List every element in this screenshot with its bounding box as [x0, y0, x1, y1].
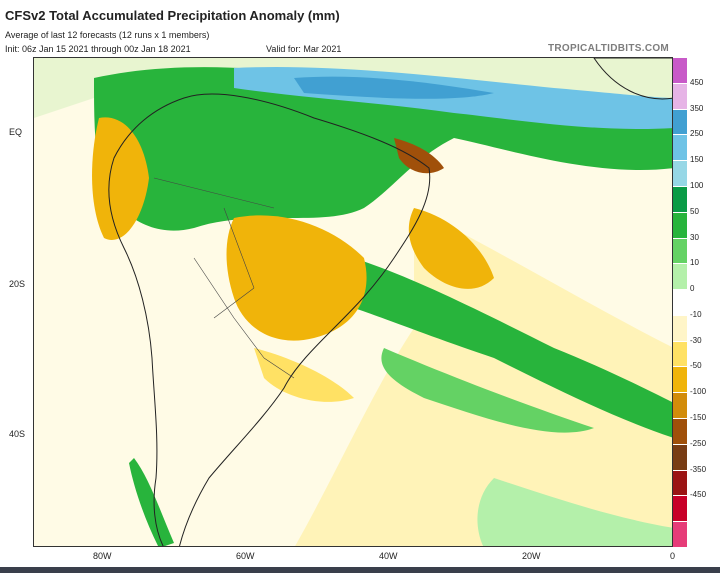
lat-label-eq: EQ	[9, 127, 23, 137]
lon-label-80w: 80W	[93, 551, 112, 561]
africa-outline	[593, 58, 672, 100]
init-time: Init: 06z Jan 15 2021 through 00z Jan 18…	[5, 44, 191, 54]
colorbar-label: -50	[690, 361, 702, 371]
south-atlantic-dry-field	[295, 208, 672, 546]
southeast-wet-patch	[477, 478, 672, 546]
colorbar-segment	[673, 237, 687, 264]
colorbar-segment	[673, 314, 687, 341]
colorbar-label: 350	[690, 103, 704, 113]
colorbar-label: -350	[690, 464, 707, 474]
colorbar-label: 50	[690, 206, 699, 216]
south-america-outline	[108, 93, 431, 546]
la-plata-dry-anomaly	[254, 348, 354, 402]
amazon-wet-anomaly	[94, 67, 672, 231]
colorbar-label: -100	[690, 387, 707, 397]
colorbar-segment	[673, 134, 687, 161]
colorbar-label: -150	[690, 413, 707, 423]
valid-time: Valid for: Mar 2021	[266, 44, 342, 54]
sacz-wet-band	[354, 258, 672, 438]
lat-label-20s: 20S	[9, 279, 26, 289]
colorbar-label: 10	[690, 258, 699, 268]
southern-chile-wet-strip	[129, 458, 174, 546]
colorbar-segment	[673, 57, 687, 83]
colorbar-label: 150	[690, 155, 704, 165]
colorbar-segment	[673, 443, 687, 470]
colorbar-label: 450	[690, 77, 704, 87]
brand-watermark: TROPICALTIDBITS.COM	[548, 43, 670, 54]
colorbar-segment	[673, 366, 687, 393]
lat-label-40s: 40S	[9, 429, 26, 439]
footer-bar	[0, 567, 720, 573]
colorbar-segment	[673, 340, 687, 367]
colorbar-segment	[673, 495, 687, 522]
central-brazil-dry-anomaly	[226, 215, 367, 341]
colorbar-label: 100	[690, 180, 704, 190]
map-subtitle: Average of last 12 forecasts (12 runs x …	[5, 30, 210, 40]
colorbar-segment	[673, 211, 687, 238]
colorbar	[673, 57, 687, 547]
colorbar-segment	[673, 185, 687, 212]
colorbar-label: -30	[690, 335, 702, 345]
colorbar-segment	[673, 82, 687, 109]
lon-label-0: 0	[670, 551, 676, 561]
colorbar-label: -250	[690, 438, 707, 448]
colorbar-label: -10	[690, 309, 702, 319]
colorbar-label: 0	[690, 284, 695, 294]
colorbar-segment	[673, 392, 687, 419]
lon-label-20w: 20W	[522, 551, 541, 561]
colorbar-segment	[673, 289, 687, 315]
south-atlantic-wet-streak	[381, 348, 594, 433]
country-borders	[153, 177, 295, 379]
lon-label-40w: 40W	[379, 551, 398, 561]
colorbar-label: 250	[690, 129, 704, 139]
colorbar-label: 30	[690, 232, 699, 242]
colorbar-segment	[673, 263, 687, 290]
colorbar-label: -450	[690, 490, 707, 500]
colorbar-segment	[673, 160, 687, 186]
lon-label-60w: 60W	[236, 551, 255, 561]
equatorial-max-wet-core	[294, 76, 494, 99]
map-title: CFSv2 Total Accumulated Precipitation An…	[5, 8, 340, 23]
andes-dry-anomaly	[92, 117, 149, 240]
northeast-brazil-strong-dry	[394, 138, 444, 174]
anomaly-map	[34, 58, 672, 546]
northeast-brazil-offshore-dry	[408, 208, 494, 289]
colorbar-segment	[673, 469, 687, 496]
colorbar-segment	[673, 521, 687, 547]
colorbar-segment	[673, 108, 687, 135]
map-panel	[33, 57, 673, 547]
colorbar-segment	[673, 418, 687, 444]
